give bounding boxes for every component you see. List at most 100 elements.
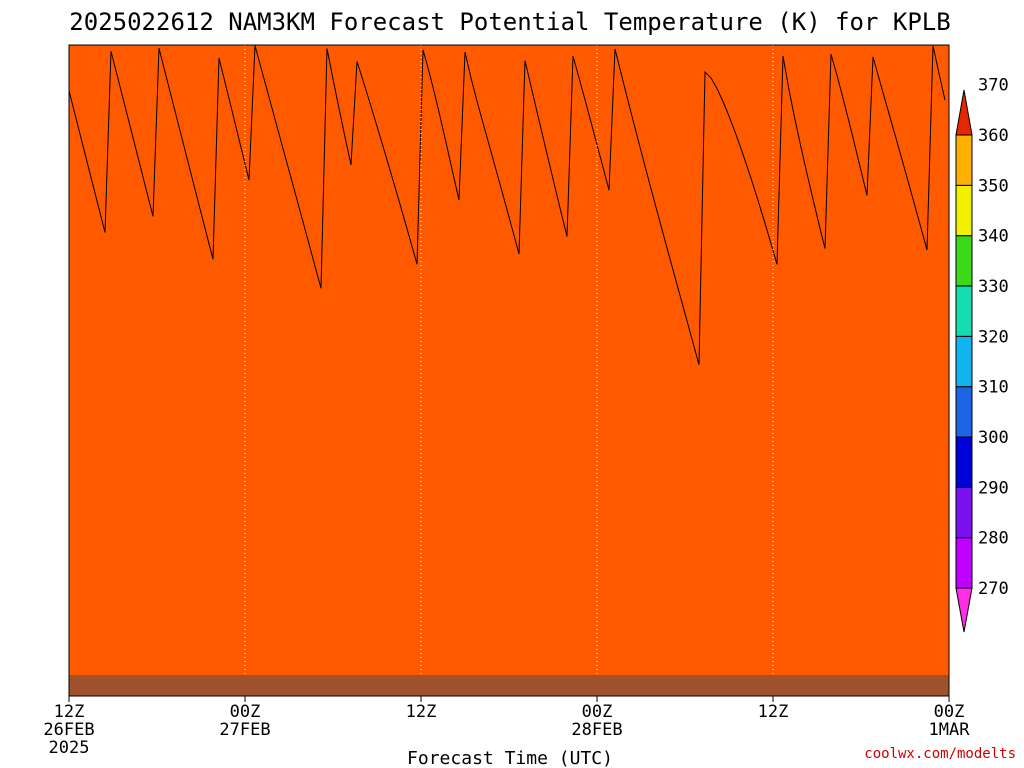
contour-fill-cell bbox=[437, 45, 446, 696]
contour-fill-cell bbox=[485, 45, 494, 696]
chart-title: 2025022612 NAM3KM Forecast Potential Tem… bbox=[69, 8, 950, 36]
contour-fill-cell bbox=[149, 45, 158, 696]
contour-fill-cell bbox=[397, 45, 406, 696]
contour-fill-cell bbox=[109, 45, 118, 696]
contour-fill-cell bbox=[381, 45, 390, 696]
contour-fill-cell bbox=[477, 45, 486, 696]
colorbar-swatch bbox=[955, 335, 973, 388]
contour-fill-cell bbox=[669, 45, 678, 696]
contour-fill-cell bbox=[157, 45, 166, 696]
contour-fill-cell bbox=[517, 45, 526, 696]
contour-fill-cell bbox=[301, 45, 310, 696]
contour-fill-cell bbox=[573, 45, 582, 696]
contour-fill-cell bbox=[613, 45, 622, 696]
x-tick-label: 00Z bbox=[582, 702, 613, 722]
contour-fill-cell bbox=[237, 45, 246, 696]
x-tick-label: 00Z bbox=[934, 702, 965, 722]
contour-fill-cell bbox=[229, 45, 238, 696]
plot-frame bbox=[68, 44, 950, 697]
contour-fill-cell bbox=[581, 45, 590, 696]
colorbar-label: 330 bbox=[978, 277, 1009, 297]
contour-fill-cell bbox=[333, 45, 342, 696]
contour-fill-cell bbox=[173, 45, 182, 696]
contour-fill-cell bbox=[285, 45, 294, 696]
contour-fill-cell bbox=[461, 45, 470, 696]
contour-fill-cell bbox=[741, 45, 750, 696]
colorbar-swatch bbox=[955, 436, 973, 488]
contour-fill-cell bbox=[373, 45, 382, 696]
x-tick-label: 2025 bbox=[49, 738, 90, 758]
contour-fill-cell bbox=[661, 45, 670, 696]
contour-fill-cell bbox=[597, 45, 606, 696]
colorbar-label: 310 bbox=[978, 378, 1009, 398]
contour-fill-cell bbox=[829, 45, 838, 696]
colorbar-swatch bbox=[955, 184, 973, 237]
contour-fill-cell bbox=[765, 45, 774, 696]
colorbar-bottom-arrow bbox=[955, 587, 973, 633]
contour-fill-cell bbox=[133, 45, 142, 696]
contour-fill-cell bbox=[405, 45, 414, 696]
contour-fill-cell bbox=[709, 45, 718, 696]
contour-fill-cell bbox=[493, 45, 502, 696]
contour-fill-cell bbox=[117, 45, 126, 696]
colorbar-swatch bbox=[955, 486, 973, 539]
contour-fill-cell bbox=[533, 45, 542, 696]
contour-fill-cell bbox=[309, 45, 318, 696]
isentrope-line bbox=[69, 45, 946, 365]
contour-fill-cell bbox=[701, 45, 710, 696]
contour-fill-cell bbox=[549, 45, 558, 696]
contour-fill-cell bbox=[469, 45, 478, 696]
contour-fill-cell bbox=[845, 45, 854, 696]
contour-fill-cell bbox=[453, 45, 462, 696]
colorbar-label: 290 bbox=[978, 478, 1009, 498]
colorbar: 270 280 290 300 310 320 330 340 350 360 370 bbox=[955, 76, 1009, 633]
x-tick-label: 12Z bbox=[406, 702, 437, 722]
contour-fill-cell bbox=[365, 45, 374, 696]
contour-fill-cell bbox=[325, 45, 334, 696]
contour-fill-cell bbox=[717, 45, 726, 696]
contour-fill-cell bbox=[789, 45, 798, 696]
contour-fill-cell bbox=[541, 45, 550, 696]
contour-fill-cell bbox=[125, 45, 134, 696]
contour-fill-cell bbox=[525, 45, 534, 696]
contour-fill-cell bbox=[349, 45, 358, 696]
x-tick-label: 00Z bbox=[230, 702, 261, 722]
contour-fill-cell bbox=[797, 45, 806, 696]
contour-fill-cell bbox=[893, 45, 902, 696]
contour-fill-cell bbox=[901, 45, 910, 696]
contour-fill-cell bbox=[869, 45, 878, 696]
contour-fill-cell bbox=[317, 45, 326, 696]
colorbar-swatch bbox=[955, 285, 973, 337]
contour-fill-cell bbox=[821, 45, 830, 696]
contour-fill-cell bbox=[877, 45, 886, 696]
colorbar-label: 350 bbox=[978, 176, 1009, 196]
x-tick-label: 26FEB bbox=[43, 720, 94, 740]
contour-fill-cell bbox=[589, 45, 598, 696]
colorbar-swatch bbox=[955, 537, 973, 589]
x-tick-label: 1MAR bbox=[929, 720, 971, 740]
contour-fill-cell bbox=[645, 45, 654, 696]
colorbar-label: 320 bbox=[978, 327, 1009, 347]
colorbar-label: 280 bbox=[978, 529, 1009, 549]
contour-fill-cell bbox=[933, 45, 942, 696]
contour-fill-cell bbox=[205, 45, 214, 696]
contour-fill-cell bbox=[773, 45, 782, 696]
contour-fill-cell bbox=[909, 45, 918, 696]
contour-fill-cell bbox=[725, 45, 734, 696]
contour-fill-cell bbox=[77, 45, 86, 696]
contour-fill-cell bbox=[413, 45, 422, 696]
colorbar-label: 370 bbox=[978, 76, 1009, 96]
contour-fill-cell bbox=[213, 45, 222, 696]
contour-fill-cell bbox=[101, 45, 110, 696]
contour-fill-cell bbox=[197, 45, 206, 696]
colorbar-label: 270 bbox=[978, 579, 1009, 599]
x-tick-label: 27FEB bbox=[219, 720, 270, 740]
contour-fill-cell bbox=[781, 45, 790, 696]
x-axis-title: Forecast Time (UTC) bbox=[407, 748, 613, 768]
contour-fill-cell bbox=[341, 45, 350, 696]
contour-fill-cell bbox=[277, 45, 286, 696]
colorbar-label: 340 bbox=[978, 227, 1009, 247]
contour-fill-cell bbox=[85, 45, 94, 696]
